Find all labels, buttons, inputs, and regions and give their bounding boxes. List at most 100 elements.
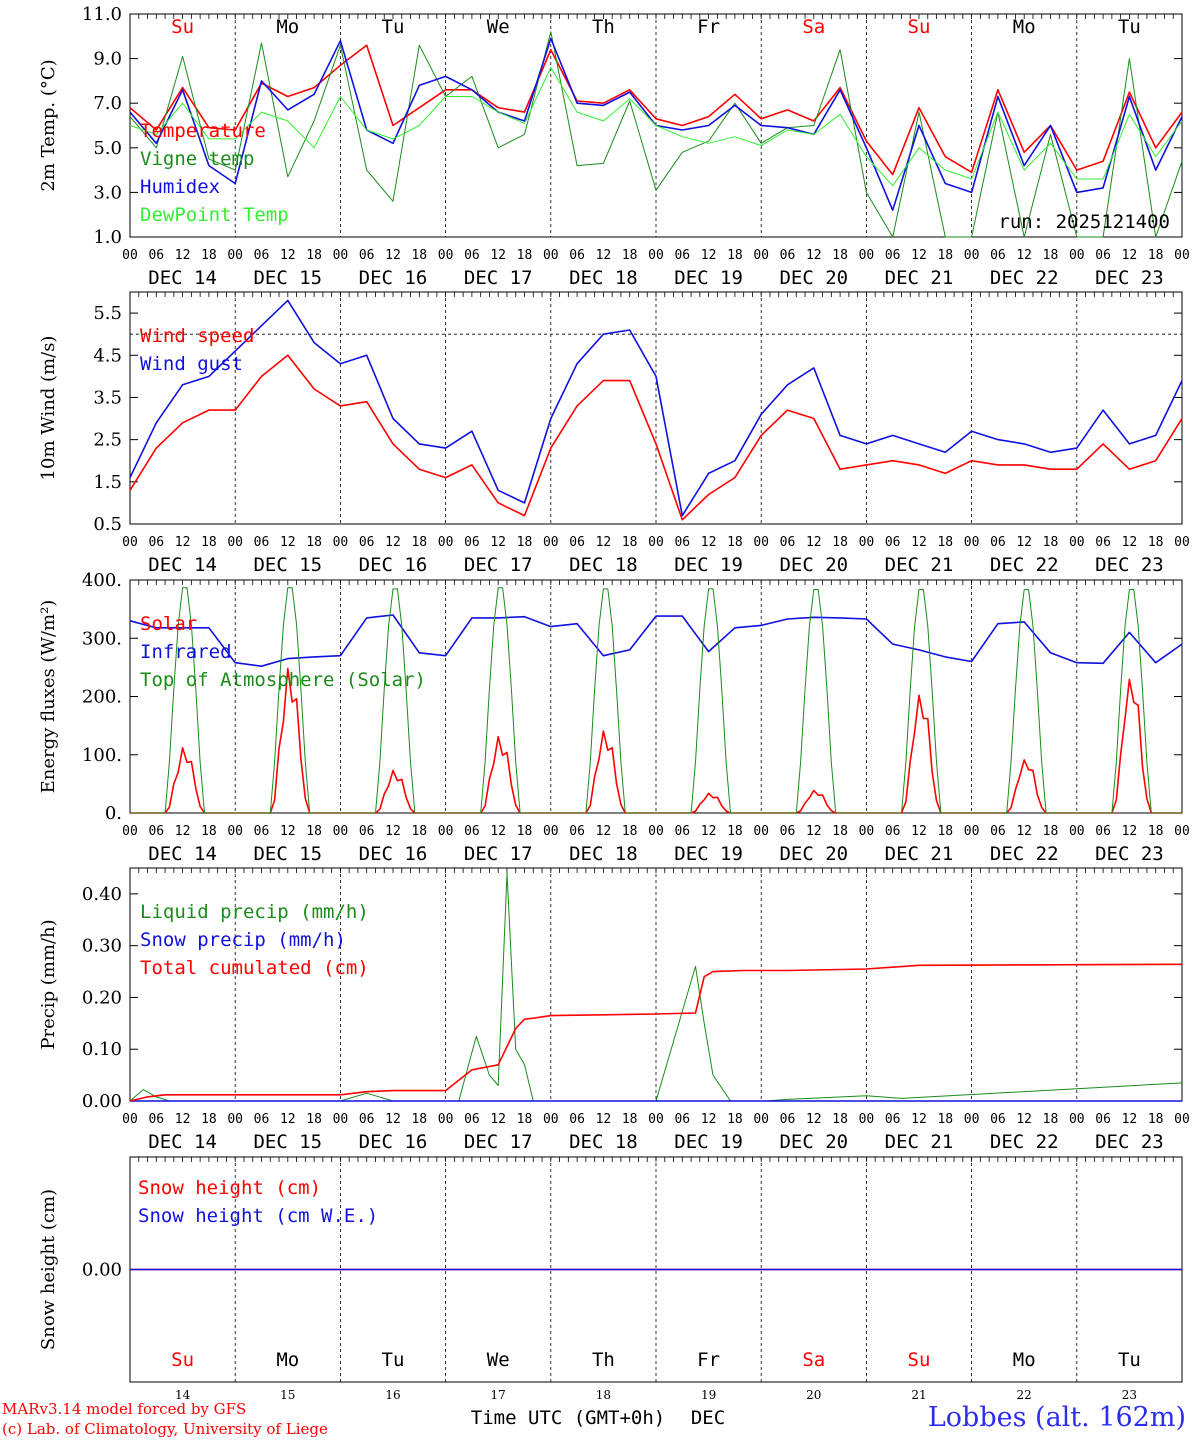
hour-tick-label: 18 xyxy=(727,1112,743,1127)
date-label: DEC 21 xyxy=(885,554,954,576)
y-axis-title: Snow height (cm) xyxy=(38,1189,59,1350)
y-tick-label: 0.20 xyxy=(82,987,122,1008)
y-tick-label: 300. xyxy=(82,628,122,649)
hour-tick-label: 18 xyxy=(411,248,427,263)
hour-tick-label: 06 xyxy=(990,824,1006,839)
hour-tick-label: 12 xyxy=(911,824,927,839)
hour-tick-label: 18 xyxy=(622,535,638,550)
hour-tick-label: 18 xyxy=(1043,535,1059,550)
legend-entry: Humidex xyxy=(140,176,220,198)
hour-tick-label: 12 xyxy=(280,824,296,839)
y-tick-label: 0. xyxy=(105,803,122,824)
hour-tick-label: 06 xyxy=(780,1112,796,1127)
hour-tick-label: 12 xyxy=(596,248,612,263)
weekday-label: Sa xyxy=(802,16,825,38)
hour-tick-label: 00 xyxy=(543,248,559,263)
hour-tick-label: 18 xyxy=(1148,824,1164,839)
weekday-label: Th xyxy=(592,16,615,38)
hour-tick-label: 12 xyxy=(280,535,296,550)
date-label: DEC 16 xyxy=(359,554,428,576)
hour-tick-label: 18 xyxy=(1043,824,1059,839)
hour-tick-label: 12 xyxy=(1016,535,1032,550)
hour-tick-label: 06 xyxy=(990,1112,1006,1127)
legend-entry: Snow height (cm) xyxy=(138,1177,321,1199)
hour-tick-label: 18 xyxy=(727,535,743,550)
hour-tick-label: 18 xyxy=(201,248,217,263)
hour-tick-label: 06 xyxy=(885,248,901,263)
hour-tick-label: 12 xyxy=(280,248,296,263)
date-label: DEC 15 xyxy=(253,554,322,576)
hour-tick-label: 18 xyxy=(622,824,638,839)
hour-tick-label: 00 xyxy=(122,824,138,839)
hour-tick-label: 00 xyxy=(964,248,980,263)
date-label: DEC 17 xyxy=(464,843,533,865)
date-label: DEC 14 xyxy=(148,267,217,289)
hour-tick-label: 00 xyxy=(753,535,769,550)
y-axis-title: Precip (mm/h) xyxy=(38,919,59,1049)
hour-tick-label: 06 xyxy=(464,248,480,263)
hour-tick-label: 12 xyxy=(806,1112,822,1127)
weekday-label: Fr xyxy=(697,16,720,38)
date-label: DEC 22 xyxy=(990,267,1059,289)
hour-tick-label: 18 xyxy=(727,248,743,263)
day-number-label: 16 xyxy=(385,1388,400,1402)
date-label: DEC 16 xyxy=(359,1131,428,1153)
hour-tick-label: 00 xyxy=(1174,248,1190,263)
y-tick-label: 11.0 xyxy=(82,4,122,25)
date-label: DEC 19 xyxy=(674,554,743,576)
y-tick-label: 0.5 xyxy=(93,514,122,535)
date-label: DEC 18 xyxy=(569,1131,638,1153)
hour-tick-label: 12 xyxy=(175,535,191,550)
hour-tick-label: 18 xyxy=(937,824,953,839)
hour-tick-label: 00 xyxy=(964,535,980,550)
hour-tick-label: 12 xyxy=(911,1112,927,1127)
hour-tick-label: 06 xyxy=(885,535,901,550)
hour-tick-label: 00 xyxy=(543,1112,559,1127)
hour-tick-label: 12 xyxy=(911,535,927,550)
date-label: DEC 23 xyxy=(1095,267,1164,289)
hour-tick-label: 00 xyxy=(333,535,349,550)
model-credit: MARv3.14 model forced by GFS xyxy=(2,1400,247,1418)
hour-tick-label: 18 xyxy=(832,248,848,263)
hour-tick-label: 18 xyxy=(201,824,217,839)
hour-tick-label: 00 xyxy=(1174,535,1190,550)
weekday-label: Mo xyxy=(276,1349,299,1371)
hour-tick-label: 00 xyxy=(438,824,454,839)
hour-tick-label: 18 xyxy=(622,248,638,263)
hour-tick-label: 12 xyxy=(490,535,506,550)
hour-tick-label: 06 xyxy=(148,248,164,263)
hour-tick-label: 06 xyxy=(569,824,585,839)
hour-tick-label: 00 xyxy=(648,535,664,550)
series-line-total-cumulated-cm- xyxy=(129,963,1183,1102)
hour-tick-label: 12 xyxy=(1016,1112,1032,1127)
weekday-label: Tu xyxy=(1118,16,1141,38)
weekday-label: Su xyxy=(171,16,194,38)
hour-tick-label: 06 xyxy=(990,535,1006,550)
hour-tick-label: 12 xyxy=(701,1112,717,1127)
y-tick-label: 4.5 xyxy=(93,345,122,366)
hour-tick-label: 06 xyxy=(780,535,796,550)
hour-tick-label: 06 xyxy=(359,1112,375,1127)
hour-tick-label: 18 xyxy=(937,248,953,263)
hour-tick-label: 06 xyxy=(780,824,796,839)
hour-tick-label: 12 xyxy=(806,535,822,550)
date-label: DEC 20 xyxy=(779,267,848,289)
series-line-temperature xyxy=(129,44,1183,176)
weekday-label: Tu xyxy=(1118,1349,1141,1371)
hour-tick-label: 06 xyxy=(148,824,164,839)
hour-tick-label: 18 xyxy=(832,824,848,839)
date-label: DEC 17 xyxy=(464,267,533,289)
hour-tick-label: 06 xyxy=(1095,824,1111,839)
y-tick-label: 3.0 xyxy=(93,182,122,203)
hour-tick-label: 00 xyxy=(333,1112,349,1127)
weekday-label: We xyxy=(487,1349,510,1371)
series-line-vigne-temp xyxy=(129,31,1183,238)
y-tick-label: 0.00 xyxy=(82,1260,122,1281)
hour-tick-label: 06 xyxy=(885,1112,901,1127)
hour-tick-label: 18 xyxy=(1043,1112,1059,1127)
weekday-label: Tu xyxy=(382,1349,405,1371)
weekday-label: We xyxy=(487,16,510,38)
hour-tick-label: 18 xyxy=(1148,248,1164,263)
y-tick-label: 200. xyxy=(82,687,122,708)
